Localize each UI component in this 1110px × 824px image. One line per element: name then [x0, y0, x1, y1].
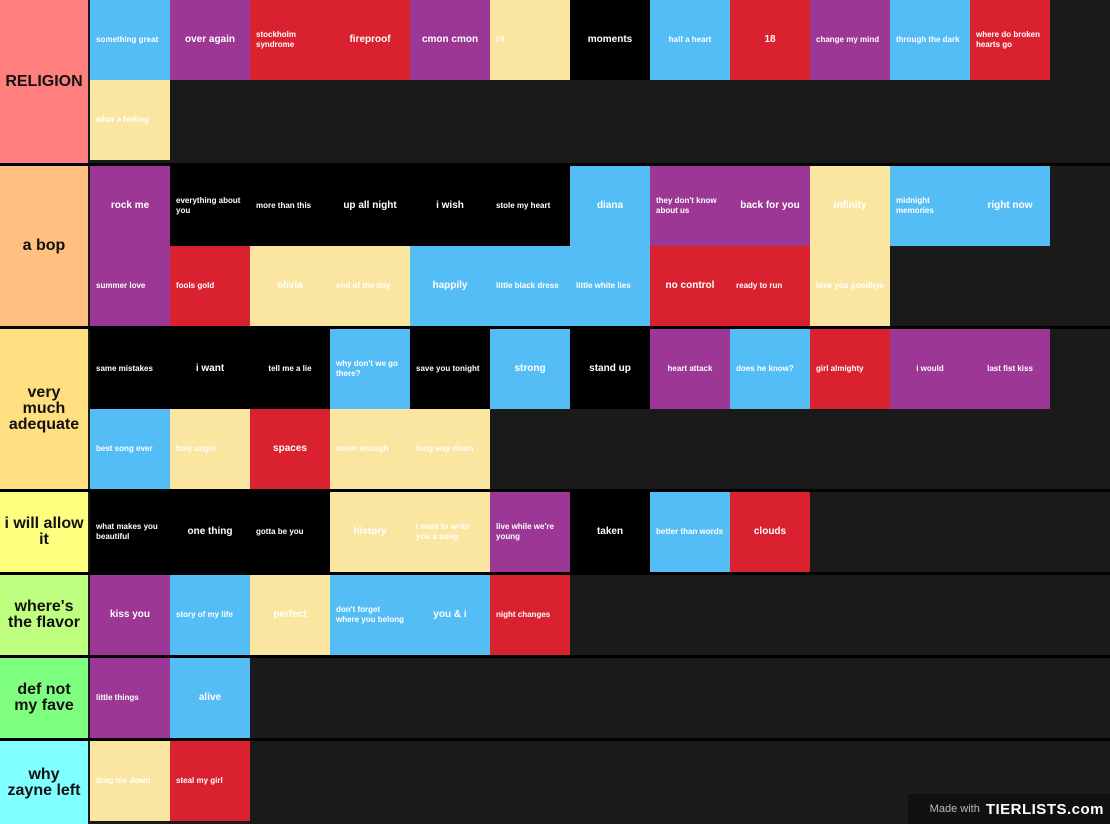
tier-item[interactable]: story of my life	[170, 575, 250, 655]
tier-item[interactable]: infinity	[810, 166, 890, 246]
tier-item[interactable]: save you tonight	[410, 329, 490, 409]
tier-label[interactable]: a bop	[0, 166, 88, 326]
tier-item[interactable]: back for you	[730, 166, 810, 246]
tier-items: rock me everything about you more than thi…	[90, 166, 1050, 326]
tier-item[interactable]: long way down	[410, 409, 490, 489]
tier-item[interactable]: everything about you	[170, 166, 250, 246]
tier-item[interactable]: over again	[170, 0, 250, 80]
tier-item[interactable]: best song ever	[90, 409, 170, 489]
tier-item[interactable]: you & i	[410, 575, 490, 655]
tier-item[interactable]: night changes	[490, 575, 570, 655]
tier-item[interactable]: change my mind	[810, 0, 890, 80]
tier-item[interactable]: end of the day	[330, 246, 410, 326]
tier-item[interactable]: they don't know about us	[650, 166, 730, 246]
tier-item[interactable]: cmon cmon	[410, 0, 490, 80]
tier-item[interactable]: stole my heart	[490, 166, 570, 246]
tier-item[interactable]: where do broken hearts go	[970, 0, 1050, 80]
tier-items: something great over again stockholm syndr…	[90, 0, 1050, 163]
tier-item[interactable]: kiss you	[90, 575, 170, 655]
tier-item[interactable]: why don't we go there?	[330, 329, 410, 409]
tier-label[interactable]: i will allow it	[0, 492, 88, 572]
tier-row: why zayne left drag me down steal my girl	[0, 738, 1110, 824]
tier-items: drag me down steal my girl	[90, 741, 1050, 824]
tier-item[interactable]: perfect	[250, 575, 330, 655]
tier-row: def not my fave little things alive	[0, 655, 1110, 738]
tier-item[interactable]: fireproof	[330, 0, 410, 80]
tier-item[interactable]: through the dark	[890, 0, 970, 80]
tier-item[interactable]: same mistakes	[90, 329, 170, 409]
tier-item[interactable]: gotta be you	[250, 492, 330, 572]
watermark-made-with: Made with	[929, 803, 980, 815]
tier-label[interactable]: where's the flavor	[0, 575, 88, 655]
tier-label[interactable]: why zayne left	[0, 741, 88, 824]
tier-item[interactable]: little things	[90, 658, 170, 738]
tier-item[interactable]: live while we're young	[490, 492, 570, 572]
tier-item[interactable]: diana	[570, 166, 650, 246]
tier-items: little things alive	[90, 658, 1050, 738]
tier-row: a bop rock me everything about you more tha…	[0, 163, 1110, 326]
tier-item[interactable]: clouds	[730, 492, 810, 572]
tier-row: RELIGION something great over again stockho…	[0, 0, 1110, 163]
tier-items: kiss you story of my life perfect don't for…	[90, 575, 1050, 655]
tier-item[interactable]: up all night	[330, 166, 410, 246]
tier-item[interactable]: little black dress	[490, 246, 570, 326]
tier-item[interactable]: midnight memories	[890, 166, 970, 246]
tier-item[interactable]: better than words	[650, 492, 730, 572]
tier-item[interactable]: last fist kiss	[970, 329, 1050, 409]
tier-item[interactable]: girl almighty	[810, 329, 890, 409]
tier-item[interactable]: ready to run	[730, 246, 810, 326]
tier-item[interactable]: fools gold	[170, 246, 250, 326]
tier-item[interactable]: happily	[410, 246, 490, 326]
tier-item[interactable]: heart attack	[650, 329, 730, 409]
tier-item[interactable]: don't forget where you belong	[330, 575, 410, 655]
tier-item[interactable]: alive	[170, 658, 250, 738]
tier-item[interactable]: stockholm syndrome	[250, 0, 330, 80]
tier-item[interactable]: tell me a lie	[250, 329, 330, 409]
tier-item[interactable]: holy angel	[170, 409, 250, 489]
tier-item[interactable]: what a feeling	[90, 80, 170, 160]
tier-row: i will allow it what makes you beautiful o…	[0, 489, 1110, 572]
tier-items: what makes you beautiful one thing gotta b…	[90, 492, 1050, 572]
tier-item[interactable]: i want to write you a song	[410, 492, 490, 572]
tier-item[interactable]: summer love	[90, 246, 170, 326]
tier-label[interactable]: very much adequate	[0, 329, 88, 489]
tier-item[interactable]: half a heart	[650, 0, 730, 80]
tier-item[interactable]: steal my girl	[170, 741, 250, 821]
tier-label[interactable]: RELIGION	[0, 0, 88, 163]
watermark[interactable]: Made with TIERLISTS.com	[908, 794, 1110, 824]
tier-item[interactable]: i wish	[410, 166, 490, 246]
tier-item[interactable]: moments	[570, 0, 650, 80]
tier-item[interactable]: rock me	[90, 166, 170, 246]
tier-item[interactable]: little white lies	[570, 246, 650, 326]
tier-row: where's the flavor kiss you story of my li…	[0, 572, 1110, 655]
tier-item[interactable]: does he know?	[730, 329, 810, 409]
tier-item[interactable]: right now	[970, 166, 1050, 246]
tier-item[interactable]: something great	[90, 0, 170, 80]
tier-item[interactable]: never enough	[330, 409, 410, 489]
tier-label[interactable]: def not my fave	[0, 658, 88, 738]
tier-item[interactable]: spaces	[250, 409, 330, 489]
tier-item[interactable]: 18	[730, 0, 810, 80]
tier-item[interactable]: more than this	[250, 166, 330, 246]
tier-item[interactable]: i would	[890, 329, 970, 409]
tier-item[interactable]: no control	[650, 246, 730, 326]
tier-item[interactable]: love you goodbye	[810, 246, 890, 326]
tierlists-logo: TIERLISTS.com	[985, 800, 1104, 818]
tier-item[interactable]: strong	[490, 329, 570, 409]
tier-item[interactable]: one thing	[170, 492, 250, 572]
tier-items: same mistakes i want tell me a lie why don'…	[90, 329, 1050, 489]
tier-item[interactable]: taken	[570, 492, 650, 572]
tier-item[interactable]: i want	[170, 329, 250, 409]
tier-item[interactable]: stand up	[570, 329, 650, 409]
tier-item[interactable]: what makes you beautiful	[90, 492, 170, 572]
tier-row: very much adequate same mistakes i want tel…	[0, 326, 1110, 489]
tier-item[interactable]: drag me down	[90, 741, 170, 821]
tier-item[interactable]: history	[330, 492, 410, 572]
tier-item[interactable]: i'll	[490, 0, 570, 80]
tier-item[interactable]: olivia	[250, 246, 330, 326]
